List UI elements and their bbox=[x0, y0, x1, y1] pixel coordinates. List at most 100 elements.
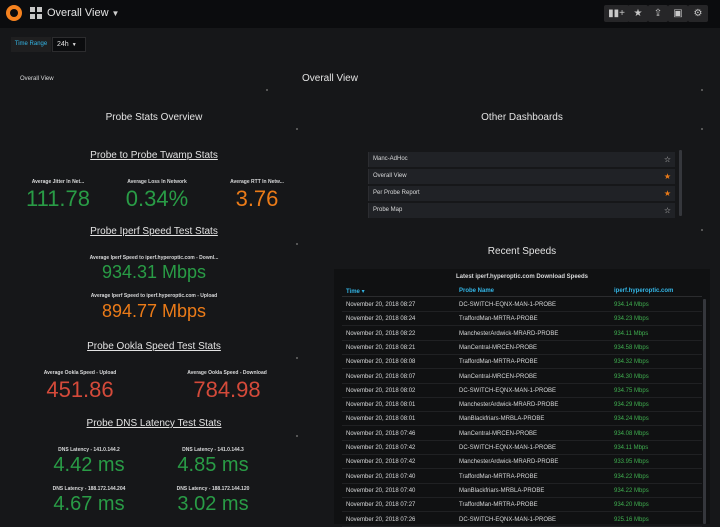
ookla-upload-value: 451.86 bbox=[46, 377, 114, 402]
panel-resize-handle[interactable] bbox=[296, 357, 298, 359]
table-row: November 20, 2018 07:42 DC-SWITCH-EQNX-MA… bbox=[342, 441, 702, 455]
cell-probe: ManchesterArdwick-MRARD-PROBE bbox=[459, 402, 559, 409]
cell-probe: DC-SWITCH-EQNX-MAN-1-PROBE bbox=[459, 387, 556, 394]
dns3-label: DNS Latency - 188.172.144.204 bbox=[52, 486, 126, 492]
table-row: November 20, 2018 08:22 ManchesterArdwick… bbox=[342, 327, 702, 341]
caret-down-icon: ▼ bbox=[111, 9, 120, 18]
iperf-download-label: Average Iperf Speed to iperf.hyperoptic.… bbox=[89, 255, 219, 261]
row-divider bbox=[342, 454, 702, 455]
row-divider bbox=[342, 411, 702, 413]
cell-time: November 20, 2018 07:40 bbox=[346, 487, 416, 494]
cell-probe: ManCentral-MRCEN-PROBE bbox=[459, 430, 538, 437]
table-row: November 20, 2018 08:21 ManCentral-MRCEN-… bbox=[342, 341, 702, 355]
row-divider bbox=[342, 511, 702, 513]
row-divider bbox=[342, 525, 702, 527]
overall-view-small-label: Overall View bbox=[20, 76, 54, 82]
cell-time: November 20, 2018 08:08 bbox=[346, 359, 416, 366]
cell-probe: ManCentral-MRCEN-PROBE bbox=[459, 373, 538, 380]
dashboard-link-label: Probe Map bbox=[373, 207, 403, 213]
dns4-value: 3.02 ms bbox=[177, 493, 249, 515]
row-divider bbox=[342, 311, 702, 312]
dashboard-list-scrollbar[interactable] bbox=[679, 150, 682, 216]
share-dashboard-button[interactable]: ⇪ bbox=[648, 5, 668, 22]
table-scrollbar[interactable] bbox=[703, 299, 706, 524]
dashboard-link-label: Manc-AdHoc bbox=[373, 156, 408, 162]
dashboard-list: Manc-AdHoc ☆ Overall View ★ Per Probe Repo… bbox=[368, 152, 675, 220]
speeds-table-title: Latest iperf.hyperoptic.com Download Spe… bbox=[455, 274, 589, 280]
panel-resize-handle[interactable] bbox=[296, 243, 298, 245]
row-divider bbox=[342, 368, 702, 370]
iperf-upload-label: Average Iperf Speed to iperf.hyperoptic.… bbox=[90, 293, 218, 299]
time-range-select[interactable]: 24h ▼ bbox=[52, 37, 86, 52]
dashboard-link-per-probe-report[interactable]: Per Probe Report ★ bbox=[368, 186, 675, 201]
column-header-speed[interactable]: iperf.hyperoptic.com bbox=[614, 288, 674, 294]
column-header-probe[interactable]: Probe Name bbox=[459, 288, 495, 294]
dns3-value: 4.67 ms bbox=[53, 493, 125, 515]
cell-time: November 20, 2018 08:01 bbox=[346, 402, 416, 409]
cell-probe: TraffordMan-MRTRA-PROBE bbox=[459, 473, 538, 480]
cell-speed: 934.14 Mbps bbox=[614, 302, 649, 308]
row-divider bbox=[342, 439, 702, 441]
cell-probe: TraffordMan-MRTRA-PROBE bbox=[459, 502, 538, 509]
cell-time: November 20, 2018 07:27 bbox=[346, 502, 416, 509]
star-outline-icon[interactable]: ☆ bbox=[663, 206, 671, 215]
row-divider bbox=[342, 468, 702, 470]
cell-speed: 934.32 Mbps bbox=[614, 359, 649, 366]
cell-time: November 20, 2018 07:42 bbox=[346, 445, 416, 451]
cell-speed: 934.22 Mbps bbox=[614, 473, 649, 480]
panel-resize-handle[interactable] bbox=[701, 89, 703, 91]
panel-resize-handle[interactable] bbox=[296, 128, 298, 130]
recent-speeds-title: Recent Speeds bbox=[487, 246, 557, 257]
cell-probe: ManBlackfriars-MRBLA-PROBE bbox=[459, 416, 545, 423]
cell-speed: 934.08 Mbps bbox=[614, 430, 649, 437]
loss-value: 0.34% bbox=[125, 186, 189, 211]
loss-label: Average Loss In Network bbox=[127, 179, 187, 185]
cell-probe: ManchesterArdwick-MRARD-PROBE bbox=[459, 330, 559, 337]
star-filled-icon[interactable]: ★ bbox=[663, 172, 671, 181]
add-panel-button[interactable]: ▮▮+ bbox=[604, 5, 629, 22]
dashboard-link-overall-view[interactable]: Overall View ★ bbox=[368, 169, 675, 184]
cell-time: November 20, 2018 08:24 bbox=[346, 316, 416, 323]
dashboard-link-manc-adhoc[interactable]: Manc-AdHoc ☆ bbox=[368, 152, 675, 167]
dashboard-title: Overall View bbox=[47, 7, 109, 19]
cell-speed: 934.20 Mbps bbox=[614, 502, 649, 509]
table-row: November 20, 2018 07:46 ManCentral-MRCEN-… bbox=[342, 427, 702, 441]
star-outline-icon[interactable]: ☆ bbox=[663, 155, 671, 164]
cell-speed: 934.22 Mbps bbox=[614, 487, 649, 494]
table-row: November 20, 2018 07:40 TraffordMan-MRTRA… bbox=[342, 470, 702, 484]
cell-speed: 934.75 Mbps bbox=[614, 387, 649, 394]
twamp-heading: Probe to Probe Twamp Stats bbox=[90, 150, 218, 161]
dashboard-link-probe-map[interactable]: Probe Map ☆ bbox=[368, 203, 675, 218]
star-icon: ★ bbox=[633, 8, 643, 19]
panel-resize-handle[interactable] bbox=[701, 229, 703, 231]
top-navbar: Overall View ▼ ▮▮+ ★ ⇪ ▣ ⚙ bbox=[0, 0, 720, 28]
table-row: November 20, 2018 07:27 TraffordMan-MRTRA… bbox=[342, 498, 702, 513]
share-icon: ⇪ bbox=[653, 8, 663, 19]
caret-down-icon: ▼ bbox=[71, 42, 77, 48]
row-divider bbox=[342, 482, 702, 484]
save-icon: ▣ bbox=[673, 8, 683, 19]
dashboard-title-dropdown[interactable]: Overall View ▼ bbox=[47, 7, 119, 19]
panel-resize-handle[interactable] bbox=[296, 435, 298, 437]
settings-button[interactable]: ⚙ bbox=[688, 5, 708, 22]
star-filled-icon[interactable]: ★ bbox=[663, 189, 671, 198]
rtt-label: Average RTT In Netw... bbox=[230, 179, 284, 185]
row-divider bbox=[342, 425, 702, 427]
column-header-time[interactable]: Time ▾ bbox=[346, 289, 365, 295]
grafana-logo-icon[interactable] bbox=[6, 5, 22, 21]
save-dashboard-button[interactable]: ▣ bbox=[668, 5, 688, 22]
table-row: November 20, 2018 08:01 ManBlackfriars-MR… bbox=[342, 412, 702, 427]
panel-resize-handle[interactable] bbox=[266, 89, 268, 91]
row-divider bbox=[342, 339, 702, 341]
dns1-label: DNS Latency - 141.0.144.2 bbox=[58, 447, 120, 453]
dns2-value: 4.85 ms bbox=[177, 454, 249, 476]
table-row: November 20, 2018 07:42 ManchesterArdwick… bbox=[342, 455, 702, 470]
cell-speed: 934.11 Mbps bbox=[614, 330, 649, 337]
table-row: November 20, 2018 08:08 TraffordMan-MRTRA… bbox=[342, 355, 702, 370]
star-dashboard-button[interactable]: ★ bbox=[628, 5, 648, 22]
dns4-label: DNS Latency - 188.172.144.120 bbox=[176, 486, 250, 492]
grid-icon[interactable] bbox=[30, 7, 42, 19]
cell-speed: 933.95 Mbps bbox=[614, 459, 649, 466]
table-row: November 20, 2018 07:26 DC-SWITCH-EQNX-MA… bbox=[342, 513, 702, 527]
panel-resize-handle[interactable] bbox=[701, 128, 703, 130]
